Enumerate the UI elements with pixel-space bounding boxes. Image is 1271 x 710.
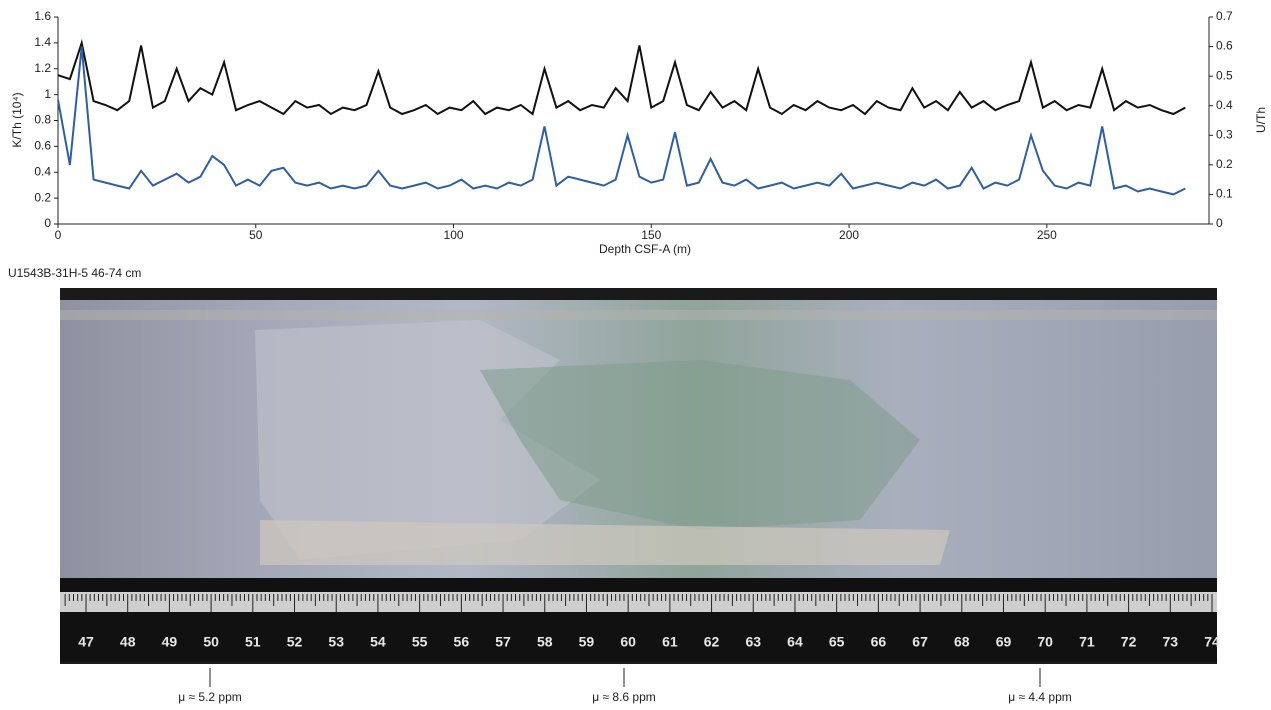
ruler-label: 64 [787,634,803,650]
annotation: μ ≈ 5.2 ppm [178,690,242,704]
ruler-label: 52 [287,634,303,650]
ruler-label: 65 [829,634,845,650]
y-tick-label: 0.2 [34,190,51,204]
ruler-label: 59 [579,634,595,650]
core-photo [60,288,1217,664]
y2-tick-label: 0.1 [1216,187,1233,201]
ruler-label: 53 [328,634,344,650]
ruler-label: 63 [745,634,761,650]
y2-tick-label: 0.6 [1216,39,1233,53]
ruler-label: 66 [871,634,887,650]
y2-axis-label: U/Th [1254,107,1268,133]
annotation: μ ≈ 8.6 ppm [592,690,656,704]
y2-tick-label: 0.4 [1216,98,1233,112]
y-axis-label: K/Th (10⁴) [10,92,24,147]
y2-tick-label: 0.2 [1216,157,1233,171]
y-tick-label: 1 [44,87,51,101]
annotation: μ ≈ 4.4 ppm [1008,690,1072,704]
ruler-label: 49 [162,634,178,650]
y-tick-label: 1.6 [34,9,51,23]
ruler-label: 61 [662,634,678,650]
ruler-label: 57 [495,634,511,650]
y-tick-label: 1.2 [34,61,51,75]
y2-tick-label: 0.5 [1216,68,1233,82]
ruler-label: 60 [620,634,636,650]
ruler-label: 62 [704,634,720,650]
ruler-label: 56 [454,634,470,650]
ruler-label: 48 [120,634,136,650]
ruler-label: 50 [203,634,219,650]
y-tick-label: 0.8 [34,113,51,127]
y2-tick-label: 0 [1216,216,1223,230]
ruler-label: 69 [996,634,1012,650]
x-tick-label: 0 [55,228,62,242]
y-tick-label: 0.6 [34,139,51,153]
ruler-label: 51 [245,634,261,650]
x-tick-label: 100 [444,228,464,242]
ruler-label: 67 [912,634,928,650]
x-tick-label: 250 [1037,228,1057,242]
photo-caption: U1543B-31H-5 46-74 cm [8,266,141,280]
ruler: 47 48 49 50 51 52 53 54 55 56 57 58 59 60 61 62 63 64 65 66… [64,594,1220,650]
y2-tick-label: 0.7 [1216,9,1233,23]
series-line [57,46,1186,196]
x-tick-label: 50 [249,228,263,242]
y-tick-label: 1.4 [34,35,51,49]
x-axis-label: Depth CSF-A (m) [599,242,691,256]
x-tick-label: 150 [641,228,661,242]
y-tick-label: 0 [44,216,51,230]
ruler-label: 74 [1204,634,1220,650]
ruler-label: 73 [1163,634,1179,650]
x-tick-label: 200 [839,228,859,242]
series-line [57,38,1186,116]
y-tick-label: 0.4 [34,164,51,178]
ruler-label: 55 [412,634,428,650]
ruler-label: 72 [1121,634,1137,650]
ruler-label: 71 [1079,634,1095,650]
y2-tick-label: 0.3 [1216,127,1233,141]
ruler-label: 47 [78,634,94,650]
ruler-label: 68 [954,634,970,650]
ruler-label: 58 [537,634,553,650]
ruler-label: 70 [1037,634,1053,650]
ruler-label: 54 [370,634,386,650]
